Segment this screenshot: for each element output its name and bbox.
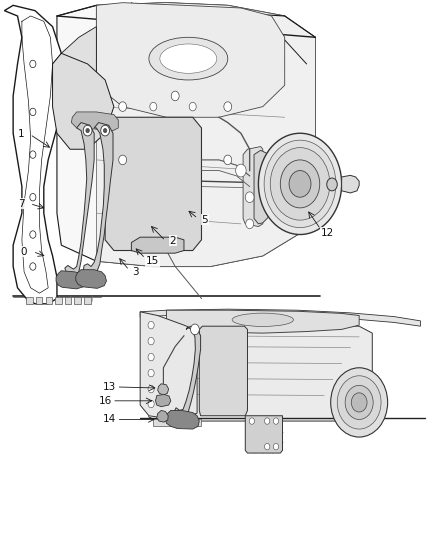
Text: 0: 0 <box>21 247 27 256</box>
Polygon shape <box>53 27 96 107</box>
Circle shape <box>189 102 196 111</box>
Bar <box>36 297 42 304</box>
Circle shape <box>171 91 179 101</box>
Circle shape <box>265 418 270 424</box>
Circle shape <box>224 155 232 165</box>
Circle shape <box>119 155 127 165</box>
Polygon shape <box>131 237 184 253</box>
Text: 13: 13 <box>103 382 116 392</box>
Circle shape <box>30 193 36 201</box>
Circle shape <box>119 102 127 111</box>
Polygon shape <box>96 3 285 117</box>
Bar <box>46 297 52 304</box>
Circle shape <box>30 231 36 238</box>
Text: 1: 1 <box>18 130 25 139</box>
Bar <box>74 297 81 304</box>
Text: 2: 2 <box>170 236 177 246</box>
Circle shape <box>273 443 279 450</box>
Circle shape <box>148 337 154 345</box>
Bar <box>55 297 62 304</box>
Circle shape <box>148 321 154 329</box>
Text: 5: 5 <box>201 215 208 224</box>
Circle shape <box>246 219 254 229</box>
Polygon shape <box>245 416 283 453</box>
Circle shape <box>148 385 154 393</box>
Circle shape <box>331 368 388 437</box>
Polygon shape <box>157 410 168 422</box>
Circle shape <box>224 102 232 111</box>
Text: 15: 15 <box>146 256 159 266</box>
Circle shape <box>83 125 92 136</box>
Circle shape <box>103 128 107 133</box>
Circle shape <box>249 418 254 424</box>
Polygon shape <box>83 123 113 278</box>
Circle shape <box>30 263 36 270</box>
Circle shape <box>265 443 270 450</box>
Bar <box>26 297 33 304</box>
Bar <box>65 297 71 304</box>
Circle shape <box>86 128 89 133</box>
Polygon shape <box>243 147 263 227</box>
Text: 7: 7 <box>18 199 25 208</box>
Circle shape <box>101 125 110 136</box>
Circle shape <box>245 192 254 203</box>
Circle shape <box>273 418 279 424</box>
Ellipse shape <box>160 44 217 74</box>
Polygon shape <box>174 326 201 418</box>
Circle shape <box>148 400 154 408</box>
Bar <box>84 297 91 304</box>
Circle shape <box>30 60 36 68</box>
Circle shape <box>264 140 336 228</box>
Polygon shape <box>71 112 118 131</box>
Circle shape <box>148 369 154 377</box>
Polygon shape <box>76 270 106 288</box>
Ellipse shape <box>149 37 228 80</box>
Bar <box>153 419 201 426</box>
Circle shape <box>30 108 36 116</box>
Circle shape <box>270 148 330 220</box>
Circle shape <box>258 133 342 235</box>
Circle shape <box>289 171 311 197</box>
Polygon shape <box>140 309 420 326</box>
Text: 16: 16 <box>99 396 112 406</box>
Circle shape <box>327 178 337 191</box>
Polygon shape <box>140 312 197 418</box>
Polygon shape <box>56 271 85 289</box>
Circle shape <box>148 353 154 361</box>
Polygon shape <box>96 3 315 266</box>
Polygon shape <box>254 150 269 224</box>
Polygon shape <box>184 325 372 421</box>
Polygon shape <box>199 326 247 416</box>
Polygon shape <box>342 175 359 193</box>
Text: 3: 3 <box>132 267 139 277</box>
Polygon shape <box>158 384 169 395</box>
Polygon shape <box>166 410 199 429</box>
Polygon shape <box>166 310 359 333</box>
Ellipse shape <box>232 313 293 326</box>
Circle shape <box>337 376 381 429</box>
Polygon shape <box>57 3 315 266</box>
Circle shape <box>280 160 320 208</box>
Circle shape <box>30 151 36 158</box>
Polygon shape <box>105 117 201 251</box>
Text: 12: 12 <box>321 228 334 238</box>
Circle shape <box>345 385 373 419</box>
Polygon shape <box>65 123 94 278</box>
Circle shape <box>236 164 246 177</box>
Circle shape <box>351 393 367 412</box>
Polygon shape <box>155 394 171 407</box>
Circle shape <box>150 102 157 111</box>
Polygon shape <box>4 5 61 304</box>
Text: 14: 14 <box>103 415 116 424</box>
Circle shape <box>191 324 199 335</box>
Polygon shape <box>53 53 114 149</box>
